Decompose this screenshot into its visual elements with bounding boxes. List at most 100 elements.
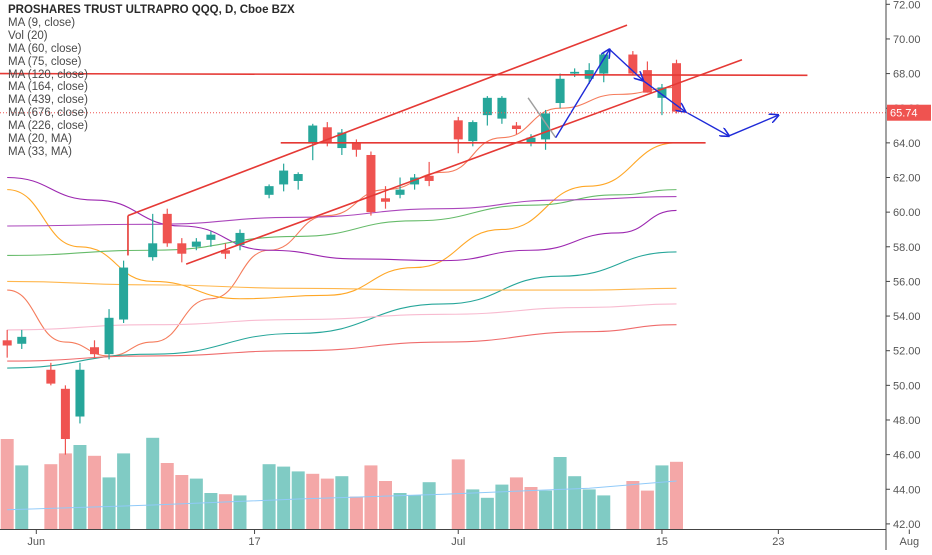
- volume-bar: [277, 466, 291, 529]
- y-tick-label: 72.00: [893, 0, 921, 11]
- volume-bar: [451, 459, 465, 529]
- legend-item[interactable]: MA (20, MA): [8, 133, 72, 146]
- candle-body: [279, 170, 289, 185]
- candle: [46, 362, 56, 386]
- legend-item[interactable]: Vol (20): [8, 29, 48, 42]
- legend-item[interactable]: MA (439, close): [8, 94, 88, 107]
- candle: [599, 52, 609, 83]
- candle: [526, 134, 536, 147]
- volume-bar: [495, 484, 509, 529]
- legend-item[interactable]: MA (75, close): [8, 55, 82, 68]
- candle: [511, 122, 521, 135]
- legend-item[interactable]: MA (33, MA): [8, 145, 72, 158]
- candle-body: [541, 113, 551, 140]
- candle-body: [555, 78, 565, 104]
- volume-bar: [306, 473, 320, 529]
- volume-bar: [291, 471, 305, 529]
- x-tick-label: Jun: [27, 536, 45, 548]
- volume-bar: [58, 453, 72, 529]
- volume-ma-line: [7, 480, 677, 511]
- volume-bar: [379, 481, 392, 529]
- candle: [220, 243, 230, 259]
- candle: [642, 61, 652, 93]
- volume-bar: [218, 494, 232, 529]
- candle-body: [366, 154, 376, 213]
- candle: [584, 63, 594, 84]
- legend-item[interactable]: MA (9, close): [8, 16, 76, 29]
- moving-average-line: [7, 324, 677, 362]
- candle: [162, 208, 172, 247]
- candle-body: [642, 70, 652, 93]
- y-tick-label: 70.00: [893, 34, 921, 46]
- volume-bar: [422, 482, 436, 529]
- candle-body: [672, 63, 681, 112]
- volume-bar: [626, 481, 640, 529]
- moving-average-line: [7, 196, 677, 227]
- moving-average-line: [7, 280, 677, 291]
- candle-body: [308, 125, 318, 143]
- projection-layer: [0, 48, 886, 139]
- projection-arrow: [642, 79, 685, 112]
- legend-item[interactable]: MA (226, close): [8, 120, 88, 133]
- projection-arrow: [728, 115, 778, 137]
- candle: [104, 309, 114, 360]
- volume-bar: [262, 464, 276, 529]
- volume-bar: [349, 496, 363, 529]
- candle: [235, 229, 245, 251]
- volume-bar: [480, 497, 494, 529]
- volume-bar: [189, 478, 203, 529]
- chart-title: PROSHARES TRUST ULTRAPRO QQQ, D, Cboe BZ…: [8, 4, 295, 16]
- volume-bar: [466, 489, 480, 529]
- candle-body: [293, 174, 303, 181]
- legend-item[interactable]: MA (676, close): [8, 107, 88, 120]
- candle-body: [220, 250, 230, 254]
- candle-body: [90, 347, 99, 355]
- candle: [555, 73, 565, 109]
- y-tick-label: 44.00: [893, 484, 921, 496]
- candle-body: [482, 97, 492, 116]
- volume-bar: [597, 495, 611, 529]
- y-tick-label: 48.00: [893, 415, 921, 427]
- y-tick-label: 62.00: [893, 173, 921, 185]
- y-tick-label: 60.00: [893, 207, 921, 219]
- chart-legend: PROSHARES TRUST ULTRAPRO QQQ, D, Cboe BZ…: [8, 4, 295, 159]
- volume-bar: [88, 455, 101, 529]
- candle-body: [599, 54, 609, 74]
- candle: [17, 329, 27, 349]
- y-tick-label: 54.00: [893, 311, 921, 323]
- y-tick-label: 52.00: [893, 346, 921, 358]
- volume-bar: [146, 437, 160, 529]
- candle-body: [206, 234, 216, 240]
- candle-body: [2, 340, 12, 346]
- legend-item[interactable]: MA (120, close): [8, 68, 88, 81]
- candle: [279, 163, 289, 192]
- candle-body: [177, 243, 187, 254]
- candle: [381, 186, 390, 209]
- candle: [308, 123, 318, 161]
- legend-item[interactable]: MA (60, close): [8, 42, 82, 55]
- projection-arrow: [609, 48, 643, 80]
- price-axis-bg: [886, 0, 932, 550]
- volume-bar: [320, 478, 334, 529]
- candle: [410, 174, 420, 190]
- candle-body: [351, 142, 361, 150]
- y-tick-label: 68.00: [893, 69, 921, 81]
- candle: [570, 68, 580, 78]
- volume-bar: [233, 495, 247, 529]
- candle-body: [60, 388, 70, 440]
- y-tick-label: 46.00: [893, 450, 921, 462]
- candle: [482, 96, 492, 126]
- last-price-label: 65.74: [890, 108, 918, 120]
- candle-body: [322, 127, 332, 143]
- moving-average-line: [7, 251, 677, 369]
- trend-line: [185, 58, 743, 265]
- candle: [497, 96, 507, 124]
- volume-bar: [364, 465, 378, 529]
- volume-layer: [0, 437, 683, 529]
- legend-item[interactable]: MA (164, close): [8, 81, 88, 94]
- volume-bar: [670, 461, 683, 529]
- volume-bar: [0, 439, 14, 529]
- candle-body: [104, 317, 114, 355]
